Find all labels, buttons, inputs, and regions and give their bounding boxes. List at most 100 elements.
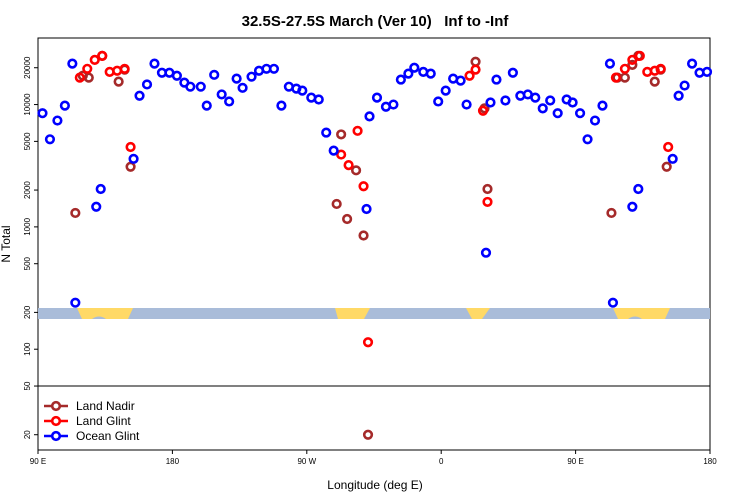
land-patch	[77, 308, 133, 319]
land-patch-gap	[92, 316, 106, 319]
point	[627, 201, 638, 212]
x-axis-label: Longitude (deg E)	[327, 478, 422, 492]
point	[297, 85, 308, 96]
x-tick-label: 90 W	[297, 457, 316, 466]
point	[589, 115, 601, 126]
point	[482, 196, 493, 208]
point	[352, 125, 363, 136]
point	[388, 99, 399, 110]
chart-title: 32.5S-27.5S March (Ver 10) Inf to -Inf	[242, 13, 510, 30]
point	[619, 72, 630, 83]
point	[70, 297, 81, 308]
point	[268, 63, 280, 74]
point	[185, 81, 196, 92]
point	[195, 81, 206, 92]
y-tick-label: 50	[23, 381, 32, 390]
y-tick-label: 200	[23, 305, 32, 319]
point	[485, 97, 496, 108]
point	[201, 100, 212, 111]
point	[530, 92, 541, 103]
point	[82, 63, 93, 74]
x-tick-label: 180	[166, 457, 180, 466]
legend-marker	[50, 415, 62, 427]
legend-item: Ocean Glint	[44, 429, 140, 443]
legend-item: Land Nadir	[44, 399, 135, 413]
x-tick-label: 180	[703, 457, 717, 466]
point	[364, 111, 375, 122]
point	[500, 95, 511, 106]
point	[610, 72, 622, 83]
point	[433, 96, 444, 107]
point	[627, 54, 638, 65]
y-tick-label: 20	[23, 430, 32, 439]
y-tick-label: 2000	[23, 181, 32, 199]
point	[606, 207, 617, 219]
x-tick-label: 90 E	[30, 457, 46, 466]
point	[507, 67, 518, 78]
land-patch	[335, 308, 370, 319]
point	[149, 58, 160, 69]
point	[125, 141, 136, 153]
legend-marker	[50, 400, 62, 412]
point	[237, 82, 248, 93]
y-tick-label: 100	[23, 342, 32, 356]
point	[633, 183, 644, 195]
point	[128, 153, 139, 164]
point	[67, 58, 78, 69]
point	[470, 64, 481, 75]
point	[627, 59, 638, 70]
legend-label: Land Nadir	[76, 399, 135, 413]
point	[655, 63, 666, 74]
point	[701, 66, 713, 77]
point	[607, 297, 619, 308]
point	[491, 74, 502, 85]
series	[74, 50, 674, 348]
point	[321, 127, 332, 138]
point	[552, 108, 563, 119]
point	[336, 149, 347, 160]
point	[113, 76, 124, 87]
legend-marker	[50, 430, 62, 442]
x-tick-label: 90 E	[567, 457, 583, 466]
point	[95, 183, 106, 195]
point	[567, 97, 578, 108]
point	[89, 54, 100, 65]
point	[464, 70, 475, 81]
point	[171, 70, 182, 81]
point	[358, 230, 369, 241]
point	[661, 161, 672, 172]
point	[574, 108, 586, 119]
point	[371, 92, 383, 103]
point	[403, 68, 414, 79]
land-patch	[466, 308, 490, 319]
y-tick-label: 10000	[23, 93, 32, 116]
plot-frame	[37, 37, 711, 451]
point	[440, 85, 451, 96]
point	[59, 100, 70, 111]
point	[97, 50, 108, 61]
y-tick-label: 500	[23, 256, 32, 270]
point	[246, 71, 257, 82]
point	[425, 68, 436, 79]
point	[649, 76, 660, 87]
point	[663, 141, 674, 153]
point	[83, 72, 94, 83]
point	[482, 183, 493, 195]
legend-label: Ocean Glint	[76, 429, 140, 443]
point	[209, 69, 220, 80]
point	[679, 80, 690, 91]
x-tick-label: 0	[439, 457, 444, 466]
point	[470, 56, 481, 67]
point	[44, 134, 56, 145]
point	[331, 198, 342, 210]
point	[52, 115, 63, 126]
point	[343, 159, 354, 171]
point	[141, 79, 153, 90]
point	[455, 75, 466, 86]
point	[461, 99, 472, 110]
point	[358, 181, 369, 192]
legend-label: Land Glint	[76, 414, 131, 428]
point	[224, 96, 235, 107]
point	[125, 161, 136, 172]
